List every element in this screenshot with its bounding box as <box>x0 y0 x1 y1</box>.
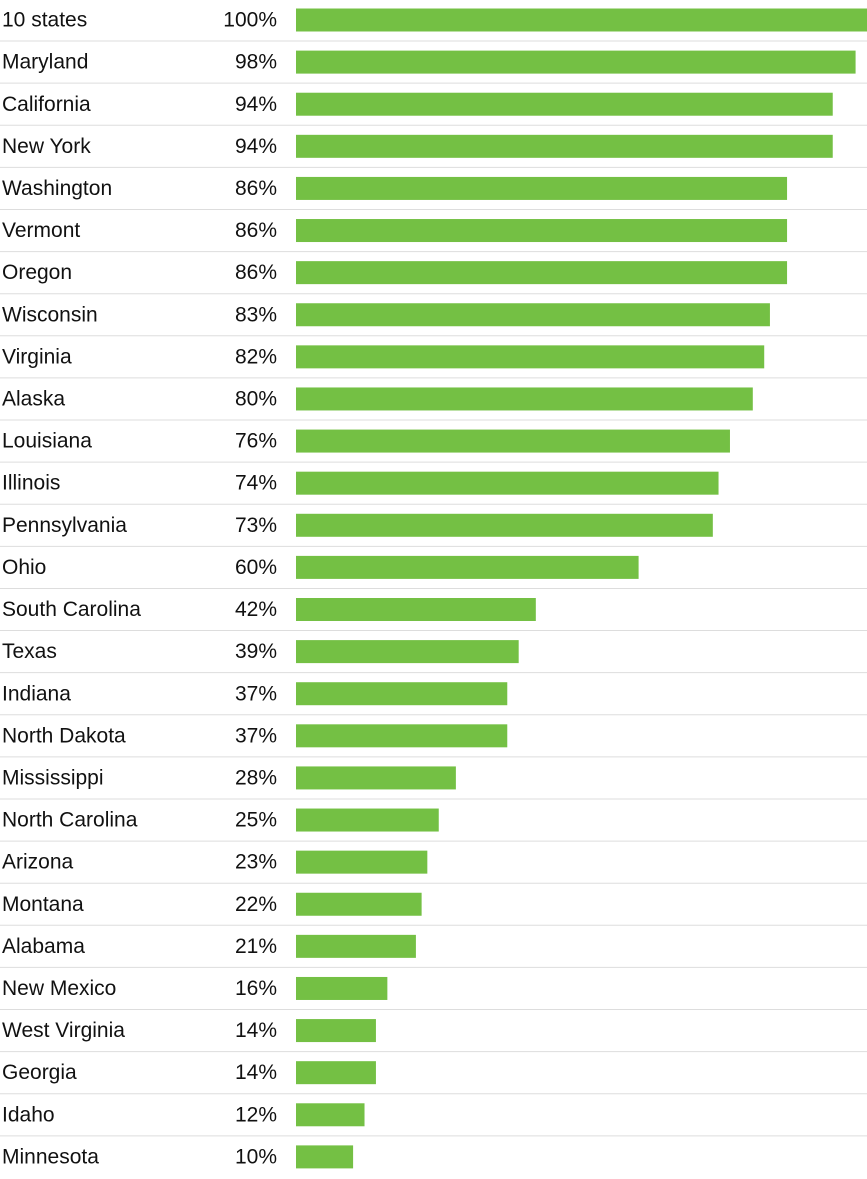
value-label: 21% <box>235 935 277 958</box>
category-label: Oregon <box>2 261 72 284</box>
value-label: 73% <box>235 514 277 537</box>
category-label: Arizona <box>2 851 74 874</box>
category-label: New York <box>2 135 91 158</box>
category-label: West Virginia <box>2 1019 125 1042</box>
bar <box>296 92 833 116</box>
category-label: California <box>2 93 91 116</box>
category-label: Washington <box>2 177 112 200</box>
category-label: South Carolina <box>2 598 141 621</box>
category-label: Louisiana <box>2 430 92 453</box>
category-label: Ohio <box>2 556 46 579</box>
bar <box>296 1061 376 1085</box>
bar <box>296 345 765 369</box>
category-label: Illinois <box>2 472 60 495</box>
value-label: 86% <box>235 219 277 242</box>
bar <box>296 766 456 790</box>
value-label: 74% <box>235 472 277 495</box>
bar <box>296 598 536 621</box>
category-label: Montana <box>2 893 84 916</box>
value-label: 23% <box>235 851 277 874</box>
bar <box>296 976 388 1000</box>
bar <box>296 934 416 958</box>
category-label: Minnesota <box>2 1145 99 1168</box>
bar <box>296 176 788 200</box>
value-label: 37% <box>235 682 277 705</box>
category-label: Idaho <box>2 1103 55 1126</box>
bar <box>296 808 439 832</box>
category-label: Georgia <box>2 1061 77 1084</box>
value-label: 28% <box>235 766 277 789</box>
value-label: 42% <box>235 598 277 621</box>
bar <box>296 387 753 411</box>
category-label: Maryland <box>2 51 88 74</box>
category-label: Virginia <box>2 345 72 368</box>
bar <box>296 8 867 32</box>
value-label: 16% <box>235 977 277 1000</box>
category-label: Indiana <box>2 682 71 705</box>
value-label: 100% <box>223 9 277 32</box>
bar <box>296 682 508 706</box>
bar <box>296 724 508 748</box>
bar <box>296 50 856 74</box>
bar <box>296 429 730 453</box>
value-label: 22% <box>235 893 277 916</box>
bar <box>296 303 770 327</box>
value-label: 94% <box>235 135 277 158</box>
value-label: 98% <box>235 51 277 74</box>
bar <box>296 640 519 664</box>
bar <box>296 1145 354 1169</box>
category-label: North Dakota <box>2 724 126 747</box>
category-label: Alabama <box>2 935 85 958</box>
value-label: 82% <box>235 345 277 368</box>
bar <box>296 471 719 495</box>
value-label: 76% <box>235 430 277 453</box>
value-label: 37% <box>235 724 277 747</box>
value-label: 60% <box>235 556 277 579</box>
category-label: Mississippi <box>2 766 104 789</box>
category-label: New Mexico <box>2 977 116 1000</box>
value-label: 94% <box>235 93 277 116</box>
bar <box>296 850 428 874</box>
value-label: 14% <box>235 1019 277 1042</box>
value-label: 12% <box>235 1103 277 1126</box>
category-label: Pennsylvania <box>2 514 127 537</box>
value-label: 39% <box>235 640 277 663</box>
bar <box>296 1019 376 1043</box>
value-label: 80% <box>235 388 277 411</box>
bar <box>296 134 833 158</box>
category-label: Texas <box>2 640 57 663</box>
category-label: North Carolina <box>2 809 138 832</box>
value-label: 83% <box>235 303 277 326</box>
bar <box>296 892 422 916</box>
value-label: 86% <box>235 177 277 200</box>
value-label: 25% <box>235 809 277 832</box>
value-label: 10% <box>235 1145 277 1168</box>
bar <box>296 555 639 579</box>
bar <box>296 1103 365 1127</box>
category-label: Wisconsin <box>2 303 98 326</box>
bar <box>296 513 713 537</box>
value-label: 86% <box>235 261 277 284</box>
category-label: 10 states <box>2 9 87 32</box>
value-label: 14% <box>235 1061 277 1084</box>
bar <box>296 219 788 243</box>
category-label: Vermont <box>2 219 80 242</box>
category-label: Alaska <box>2 388 65 411</box>
bar <box>296 261 788 285</box>
